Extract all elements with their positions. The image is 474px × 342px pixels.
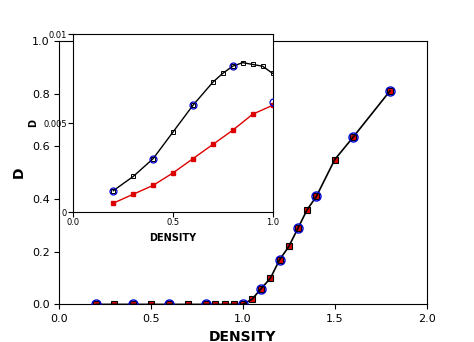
Y-axis label: D: D (28, 119, 38, 127)
X-axis label: DENSITY: DENSITY (149, 233, 197, 243)
X-axis label: DENSITY: DENSITY (209, 330, 277, 342)
Y-axis label: D: D (12, 167, 26, 179)
